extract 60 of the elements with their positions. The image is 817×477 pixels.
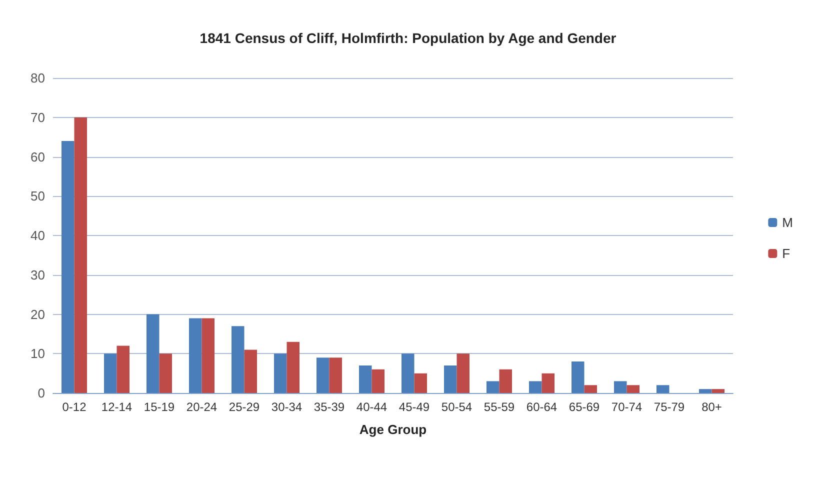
bar — [614, 381, 627, 393]
x-axis-title: Age Group — [359, 422, 427, 437]
x-tick-label: 80+ — [702, 400, 722, 414]
bar — [542, 373, 554, 393]
bar — [656, 385, 670, 393]
y-tick-label: 20 — [30, 306, 45, 322]
x-tick-label: 15-19 — [144, 400, 175, 414]
bar — [414, 373, 427, 393]
bar — [244, 350, 257, 393]
bar — [444, 365, 457, 393]
bar — [584, 385, 597, 393]
bar — [626, 385, 640, 393]
bar — [456, 354, 470, 393]
bar — [699, 389, 712, 393]
y-tick-label: 30 — [30, 267, 45, 282]
bar — [316, 358, 330, 393]
chart-title: 1841 Census of Cliff, Holmfirth: Population by Age and Gender — [200, 30, 617, 46]
x-tick-label: 70-74 — [611, 400, 642, 414]
y-tick-label: 80 — [30, 70, 45, 86]
x-tick-label: 0-12 — [62, 400, 87, 414]
y-tick-label: 50 — [30, 188, 45, 204]
x-tick-label: 25-29 — [228, 400, 260, 414]
bar — [529, 381, 542, 393]
x-tick-label: 55-59 — [484, 400, 515, 414]
bar — [286, 342, 300, 393]
x-tick-label: 65-69 — [568, 400, 600, 414]
bar — [499, 369, 512, 393]
bar — [372, 369, 384, 393]
bar — [232, 326, 244, 393]
y-tick-label: 70 — [30, 110, 45, 125]
y-tick-label: 0 — [38, 386, 45, 400]
x-tick-label: 30-34 — [271, 400, 302, 414]
x-tick-label: 75-79 — [654, 400, 685, 414]
bar — [146, 314, 160, 393]
bar — [62, 141, 74, 393]
bar — [159, 354, 172, 393]
bar — [402, 354, 414, 393]
x-tick-label: 35-39 — [314, 400, 345, 414]
bar — [572, 362, 584, 393]
bar — [74, 117, 87, 393]
y-tick-label: 40 — [30, 228, 45, 243]
y-tick-label: 60 — [30, 149, 45, 164]
bar — [189, 318, 202, 393]
x-tick-label: 50-54 — [441, 400, 472, 414]
bar — [329, 358, 342, 393]
legend-label: M — [782, 215, 794, 230]
bar — [359, 365, 372, 393]
legend-label: F — [782, 246, 790, 261]
bar — [274, 354, 287, 393]
x-tick-label: 20-24 — [186, 400, 218, 414]
x-tick-label: 12-14 — [101, 400, 132, 414]
bar — [104, 354, 117, 393]
bar — [486, 381, 500, 393]
x-tick-label: 60-64 — [526, 400, 558, 414]
x-tick-label: 40-44 — [356, 400, 388, 414]
bar — [116, 346, 130, 393]
bar — [712, 389, 724, 393]
x-tick-label: 45-49 — [398, 400, 430, 414]
y-tick-label: 10 — [30, 346, 45, 362]
bar — [202, 318, 214, 393]
